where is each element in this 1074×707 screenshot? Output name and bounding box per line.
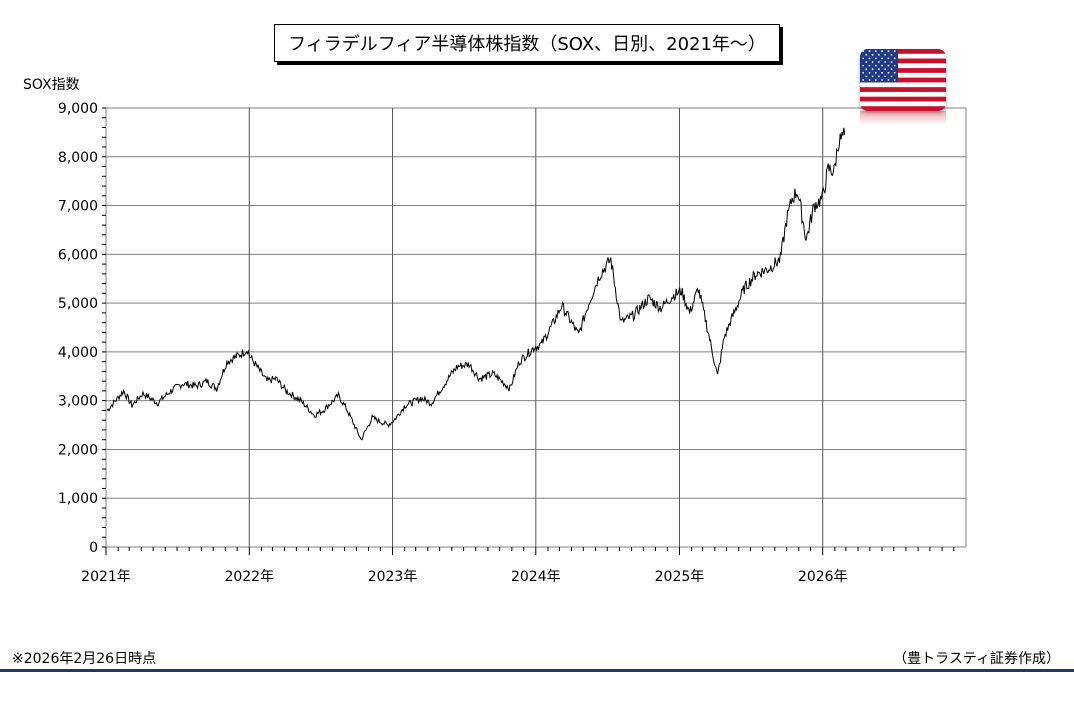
x-tick-label: 2024年: [511, 569, 561, 585]
y-tick-label: 5,000: [58, 296, 98, 312]
y-tick-label: 2,000: [58, 442, 98, 458]
y-tick-label: 1,000: [58, 491, 98, 507]
x-tick-label: 2021年: [81, 569, 131, 585]
sox-line-chart: 0 1,000 2,000 3,000 4,000 5,000 6,000 7,000 8,00…: [58, 101, 967, 585]
footnote: ※2026年2月26日時点: [12, 651, 157, 667]
y-tick-label: 0: [89, 540, 98, 556]
x-tick-label: 2022年: [224, 569, 274, 585]
x-tick-label: 2023年: [368, 569, 418, 585]
y-tick-label: 7,000: [58, 199, 98, 215]
bottom-rule: [0, 669, 1074, 672]
source-credit: （豊トラスティ証券作成）: [893, 651, 1060, 667]
y-axis-label: SOX指数: [23, 77, 80, 93]
y-tick-label: 3,000: [58, 394, 98, 410]
us-flag-icon: [860, 49, 946, 111]
x-tick-label: 2026年: [798, 569, 848, 585]
x-tick-label: 2025年: [655, 569, 705, 585]
y-tick-label: 9,000: [58, 101, 98, 117]
sox-series-line: [106, 127, 846, 441]
flag-reflection: [860, 111, 946, 125]
chart-title: フィラデルフィア半導体株指数（SOX、日別、2021年〜）: [274, 24, 780, 62]
y-tick-label: 8,000: [58, 150, 98, 166]
y-tick-label: 4,000: [58, 345, 98, 361]
y-tick-label: 6,000: [58, 247, 98, 263]
